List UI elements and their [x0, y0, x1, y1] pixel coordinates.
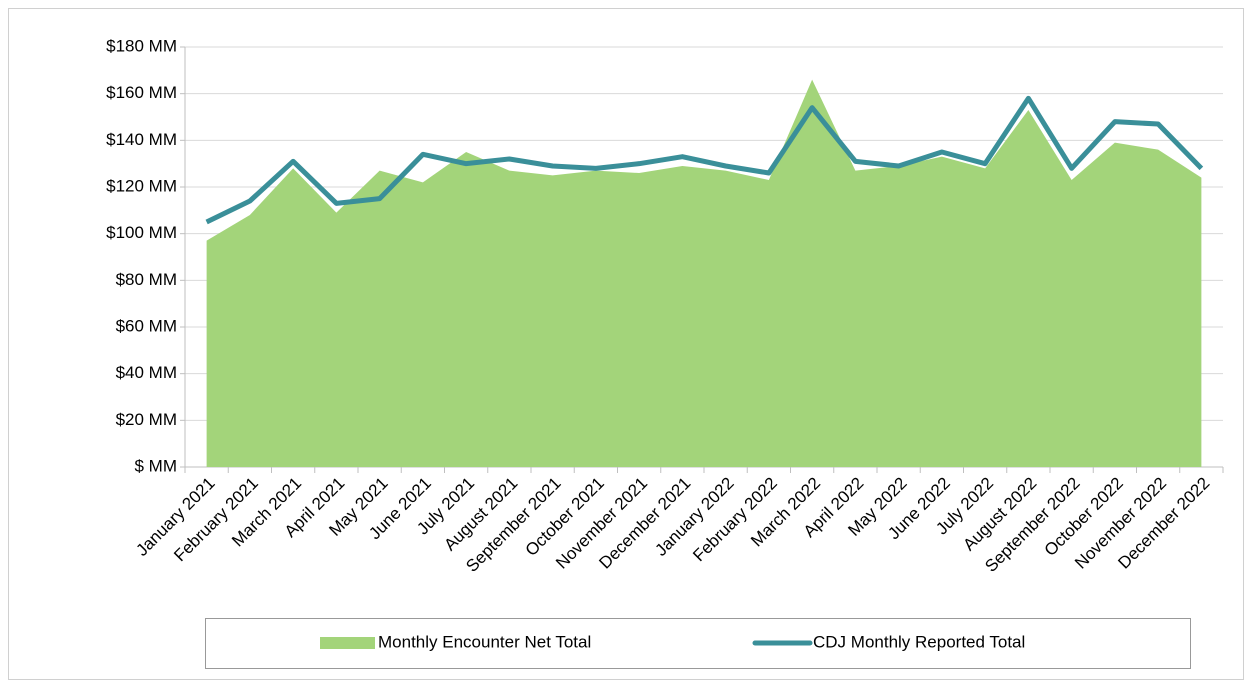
- y-tick-label: $120 MM: [106, 176, 177, 195]
- y-tick-label: $40 MM: [116, 363, 177, 382]
- y-tick-label: $ MM: [135, 456, 178, 475]
- legend-label: CDJ Monthly Reported Total: [813, 632, 1025, 651]
- area: [206, 79, 1202, 468]
- y-tick-label: $180 MM: [106, 36, 177, 55]
- y-tick-label: $100 MM: [106, 223, 177, 242]
- legend-label: Monthly Encounter Net Total: [378, 632, 591, 651]
- y-tick-label: $160 MM: [106, 83, 177, 102]
- legend-swatch: [320, 637, 375, 649]
- y-tick-label: $60 MM: [116, 316, 177, 335]
- line: [205, 95, 1204, 225]
- y-tick-label: $80 MM: [116, 270, 177, 289]
- y-tick-label: $20 MM: [116, 410, 177, 429]
- y-tick-label: $140 MM: [106, 130, 177, 149]
